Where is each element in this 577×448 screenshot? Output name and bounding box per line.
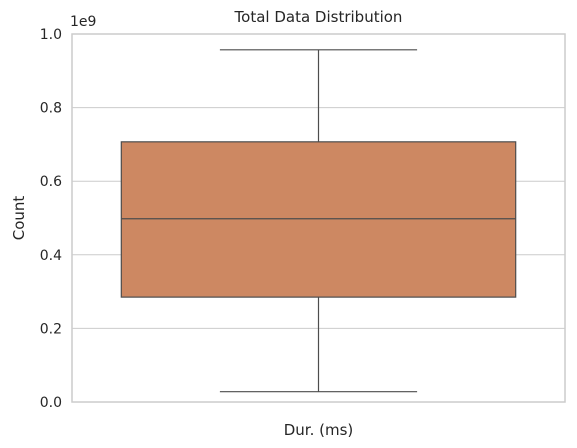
y-axis-label: Count: [10, 196, 28, 241]
y-tick-label: 1.0: [40, 27, 62, 43]
plot-frame: [71, 33, 566, 403]
x-axis-label: Dur. (ms): [284, 421, 354, 439]
y-tick-label: 0.0: [40, 395, 62, 411]
interquartile-box: [120, 141, 517, 298]
chart-title: Total Data Distribution: [234, 8, 403, 26]
y-tick-label: 0.8: [40, 101, 62, 117]
y-axis-offset-label: 1e9: [70, 14, 96, 30]
y-tick-label: 0.2: [40, 321, 62, 337]
y-tick-label: 0.6: [40, 174, 62, 190]
box-element: [120, 49, 517, 393]
y-tick-labels: 0.0 0.2 0.4 0.6 0.8 1.0: [40, 27, 62, 411]
y-tick-label: 0.4: [40, 248, 62, 264]
